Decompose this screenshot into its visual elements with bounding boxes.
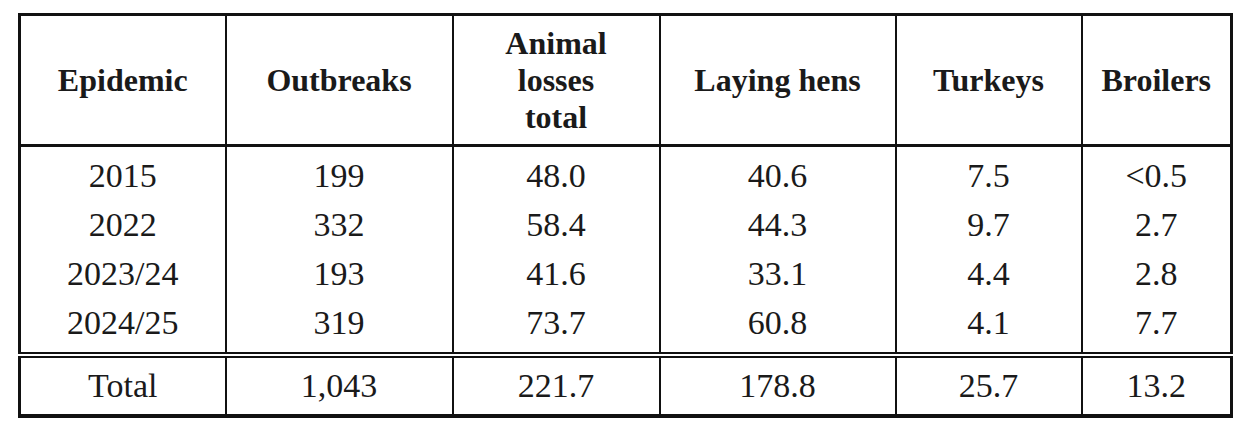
- table-header: Epidemic Outbreaks Animal losses total L…: [20, 15, 1232, 146]
- cell-epidemic: 2023/24: [20, 249, 226, 298]
- page: Epidemic Outbreaks Animal losses total L…: [0, 0, 1246, 422]
- column-header-animal-losses-total: Animal losses total: [453, 15, 660, 146]
- cell-total-laying-hens: 178.8: [660, 355, 896, 416]
- cell-turkeys: 7.5: [896, 146, 1082, 201]
- cell-broilers: 2.8: [1082, 249, 1232, 298]
- cell-broilers: 7.7: [1082, 298, 1232, 355]
- column-header-turkeys: Turkeys: [896, 15, 1082, 146]
- table-row-2022: 2022 332 58.4 44.3 9.7 2.7: [20, 200, 1232, 249]
- cell-total-turkeys: 25.7: [896, 355, 1082, 416]
- cell-broilers: 2.7: [1082, 200, 1232, 249]
- cell-animal-losses-total: 41.6: [453, 249, 660, 298]
- cell-outbreaks: 332: [226, 200, 453, 249]
- table-total-section: Total 1,043 221.7 178.8 25.7 13.2: [20, 355, 1232, 416]
- table-row-2015: 2015 199 48.0 40.6 7.5 <0.5: [20, 146, 1232, 201]
- cell-epidemic: 2022: [20, 200, 226, 249]
- cell-animal-losses-total: 58.4: [453, 200, 660, 249]
- table-row-total: Total 1,043 221.7 178.8 25.7 13.2: [20, 355, 1232, 416]
- cell-total-animal-losses: 221.7: [453, 355, 660, 416]
- table-row-2024-25: 2024/25 319 73.7 60.8 4.1 7.7: [20, 298, 1232, 355]
- column-header-broilers: Broilers: [1082, 15, 1232, 146]
- epidemic-losses-table: Epidemic Outbreaks Animal losses total L…: [18, 13, 1233, 418]
- cell-total-label: Total: [20, 355, 226, 416]
- cell-laying-hens: 40.6: [660, 146, 896, 201]
- cell-turkeys: 4.1: [896, 298, 1082, 355]
- cell-broilers: <0.5: [1082, 146, 1232, 201]
- cell-outbreaks: 193: [226, 249, 453, 298]
- cell-laying-hens: 60.8: [660, 298, 896, 355]
- column-header-laying-hens: Laying hens: [660, 15, 896, 146]
- cell-animal-losses-total: 73.7: [453, 298, 660, 355]
- cell-outbreaks: 199: [226, 146, 453, 201]
- table-row-2023-24: 2023/24 193 41.6 33.1 4.4 2.8: [20, 249, 1232, 298]
- cell-total-outbreaks: 1,043: [226, 355, 453, 416]
- table-body: 2015 199 48.0 40.6 7.5 <0.5 2022 332 58.…: [20, 146, 1232, 356]
- cell-laying-hens: 33.1: [660, 249, 896, 298]
- column-header-epidemic: Epidemic: [20, 15, 226, 146]
- column-header-animal-losses-total-label: Animal losses total: [492, 25, 620, 136]
- cell-laying-hens: 44.3: [660, 200, 896, 249]
- cell-epidemic: 2024/25: [20, 298, 226, 355]
- cell-epidemic: 2015: [20, 146, 226, 201]
- cell-total-broilers: 13.2: [1082, 355, 1232, 416]
- cell-outbreaks: 319: [226, 298, 453, 355]
- cell-animal-losses-total: 48.0: [453, 146, 660, 201]
- cell-turkeys: 9.7: [896, 200, 1082, 249]
- cell-turkeys: 4.4: [896, 249, 1082, 298]
- header-row: Epidemic Outbreaks Animal losses total L…: [20, 15, 1232, 146]
- column-header-outbreaks: Outbreaks: [226, 15, 453, 146]
